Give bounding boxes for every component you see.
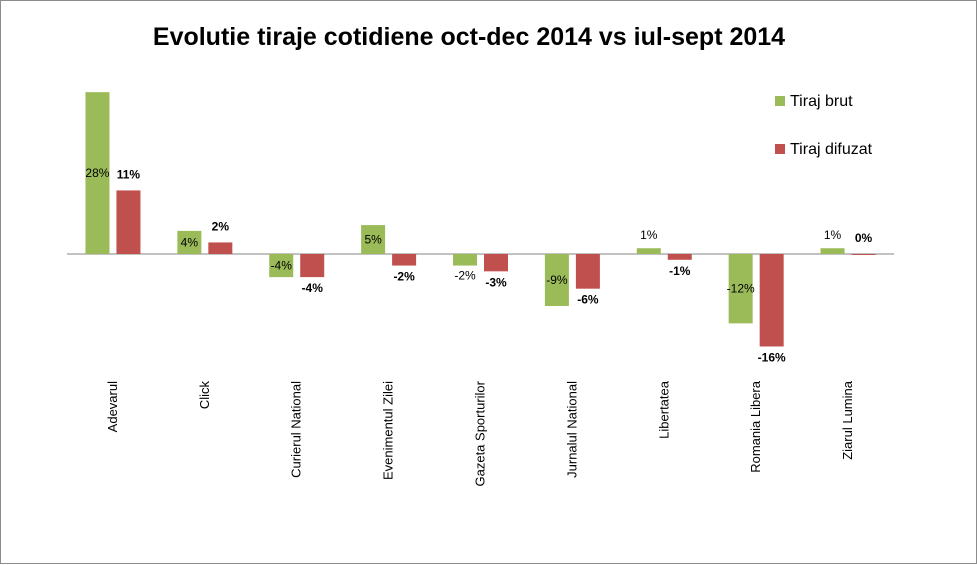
legend: Tiraj brut Tiraj difuzat xyxy=(775,93,873,158)
chart-title: Evolutie tiraje cotidiene oct-dec 2014 v… xyxy=(153,23,785,51)
bar-tiraj-brut-evenimentul-zilei xyxy=(361,225,386,254)
data-label-tiraj-brut-curierul-national: -4% xyxy=(271,259,293,273)
data-label-tiraj-brut-evenimentul-zilei: 5% xyxy=(364,233,382,247)
category-label-curierul-national: Curierul National xyxy=(289,381,304,478)
data-label-tiraj-difuzat-adevarul: 11% xyxy=(117,167,141,181)
bar-tiraj-difuzat-gazeta-sporturilor xyxy=(484,254,508,272)
legend-swatch-tiraj-brut xyxy=(775,96,785,106)
bar-tiraj-difuzat-ziarul-lumina xyxy=(851,254,876,255)
bar-tiraj-difuzat-curierul-national xyxy=(300,254,325,278)
data-label-tiraj-brut-libertatea: 1% xyxy=(640,228,658,242)
data-label-tiraj-brut-adevarul: 28% xyxy=(85,166,109,180)
category-label-evenimentul-zilei: Evenimentul Zilei xyxy=(381,381,396,480)
data-label-tiraj-brut-gazeta-sporturilor: -2% xyxy=(454,269,476,283)
data-label-tiraj-brut-jurnalul-national: -9% xyxy=(546,273,568,287)
data-label-tiraj-difuzat-evenimentul-zilei: -2% xyxy=(393,270,415,284)
plot-area: 28% 11% Adevarul 4% 2% Click -4% -4% Curierul Na… xyxy=(67,92,894,487)
bar-tiraj-brut-adevarul xyxy=(85,92,110,254)
bar-tiraj-difuzat-romania-libera xyxy=(759,254,784,347)
bar-tiraj-brut-gazeta-sporturilor xyxy=(453,254,477,266)
bar-tiraj-brut-curierul-national xyxy=(269,254,294,278)
bar-tiraj-difuzat-adevarul xyxy=(116,190,141,254)
data-label-tiraj-brut-ziarul-lumina: 1% xyxy=(824,228,842,242)
bar-tiraj-brut-libertatea xyxy=(636,248,661,254)
data-label-tiraj-difuzat-curierul-national: -4% xyxy=(302,281,324,295)
bar-tiraj-brut-ziarul-lumina xyxy=(820,248,845,254)
bar-tiraj-difuzat-evenimentul-zilei xyxy=(392,254,417,266)
category-label-ziarul-lumina: Ziarul Lumina xyxy=(840,380,855,460)
category-label-libertatea: Libertatea xyxy=(656,380,671,439)
data-label-tiraj-brut-click: 4% xyxy=(181,235,199,249)
legend-label-tiraj-difuzat: Tiraj difuzat xyxy=(790,141,873,158)
legend-label-tiraj-brut: Tiraj brut xyxy=(790,93,853,110)
category-label-adevarul: Adevarul xyxy=(105,381,120,432)
bar-tiraj-brut-romania-libera xyxy=(728,254,753,324)
data-label-tiraj-difuzat-jurnalul-national: -6% xyxy=(577,293,599,307)
category-label-click: Click xyxy=(197,381,212,410)
legend-swatch-tiraj-difuzat xyxy=(775,144,785,154)
bar-tiraj-difuzat-jurnalul-national xyxy=(575,254,600,289)
category-label-gazeta-sporturilor: Gazeta Sporturilor xyxy=(473,380,488,486)
bar-tiraj-difuzat-libertatea xyxy=(667,254,692,260)
bar-tiraj-difuzat-click xyxy=(208,242,233,254)
data-label-tiraj-difuzat-ziarul-lumina: 0% xyxy=(855,231,873,245)
category-label-romania-libera: Romania Libera xyxy=(748,380,763,473)
bar-tiraj-brut-jurnalul-national xyxy=(544,254,569,307)
data-label-tiraj-brut-romania-libera: -12% xyxy=(727,282,755,296)
data-label-tiraj-difuzat-libertatea: -1% xyxy=(669,264,691,278)
data-label-tiraj-difuzat-gazeta-sporturilor: -3% xyxy=(485,275,507,289)
data-label-tiraj-difuzat-romania-libera: -16% xyxy=(758,350,786,364)
bar-tiraj-brut-click xyxy=(177,230,202,254)
data-label-tiraj-difuzat-click: 2% xyxy=(212,219,230,233)
category-label-jurnalul-national: Jurnalul National xyxy=(564,381,579,478)
